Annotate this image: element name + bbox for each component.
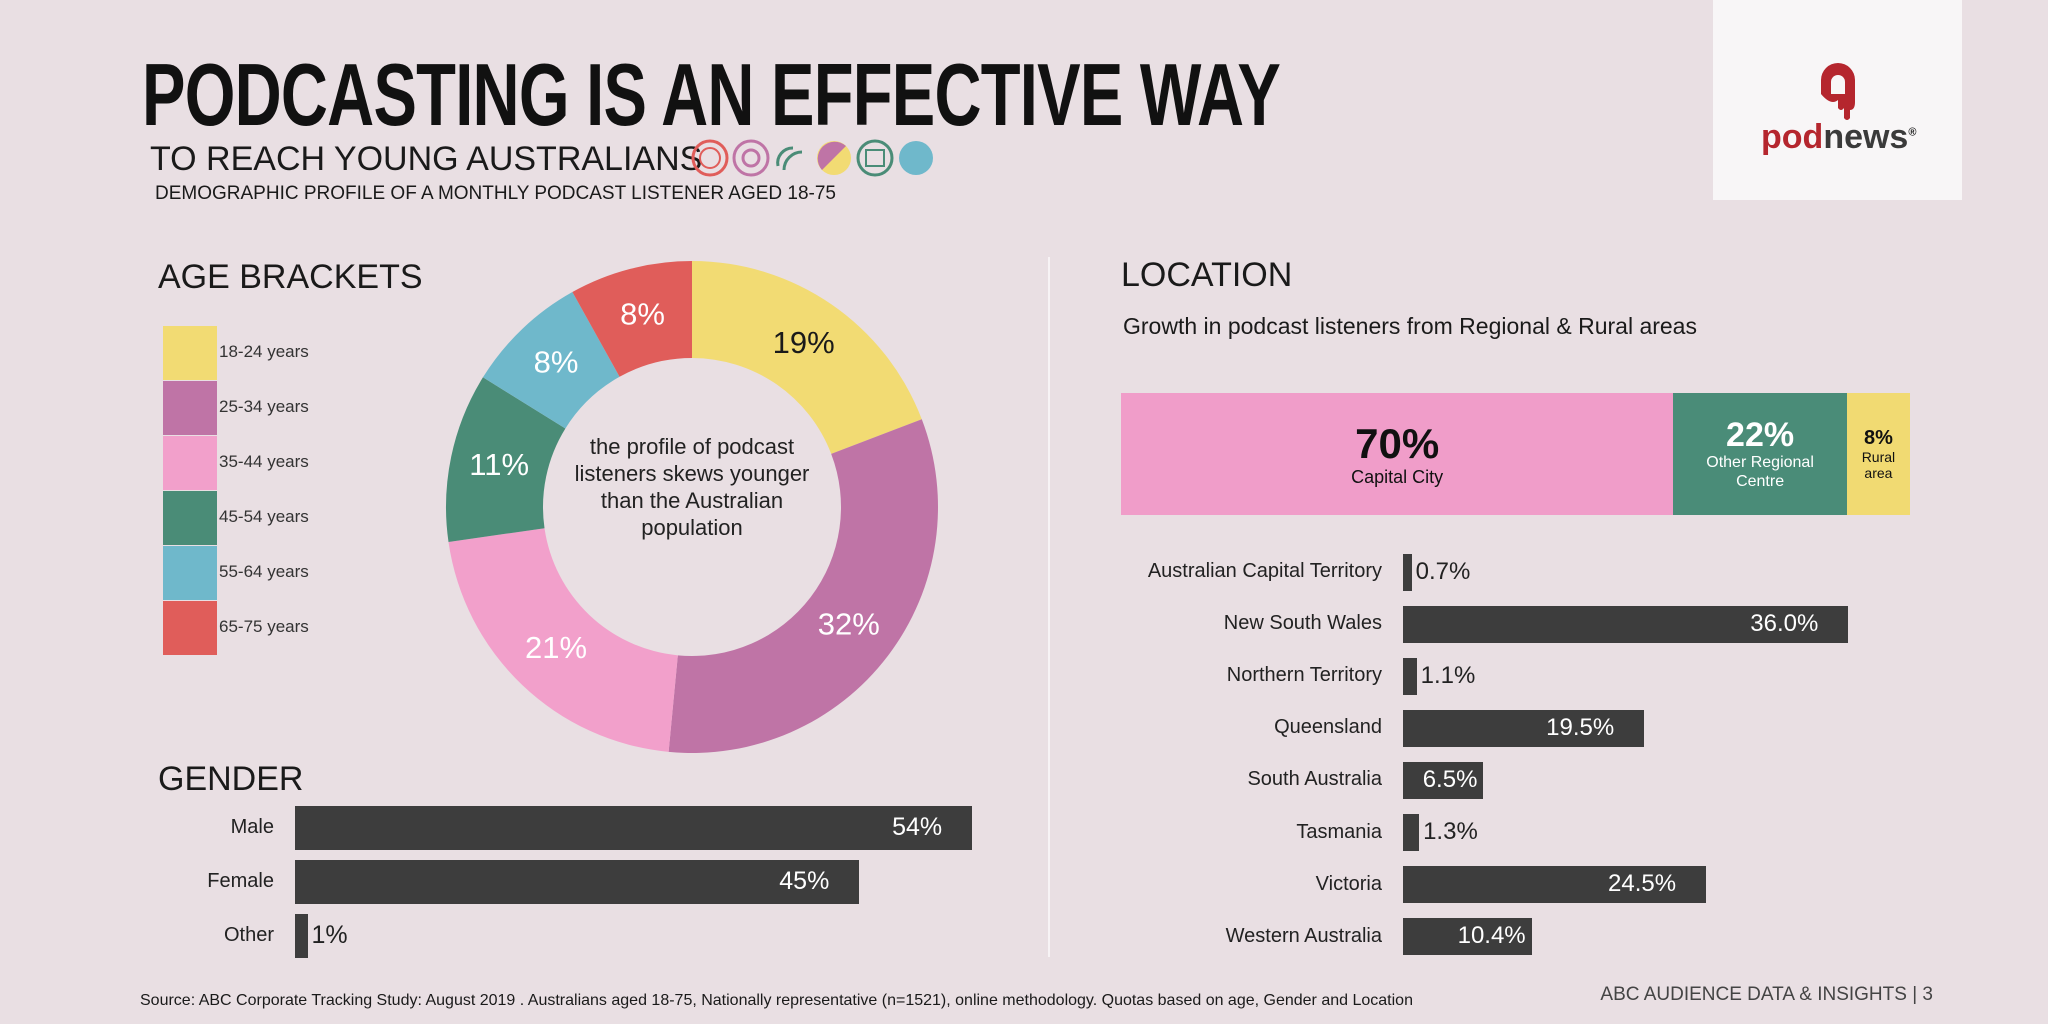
value-label: 54% (892, 813, 943, 841)
value-label: 1.3% (1423, 818, 1478, 846)
slice-label: 19% (773, 325, 835, 360)
section-title: GENDER (158, 760, 304, 798)
category-label: Female (207, 870, 274, 892)
donut-slice (572, 261, 692, 377)
legend-label: 35-44 years (219, 452, 309, 471)
bar (295, 860, 860, 904)
legend-label: 55-64 years (219, 562, 309, 581)
divider (1048, 257, 1050, 957)
bar (295, 806, 973, 850)
bar (295, 914, 308, 958)
legend-label: 65-75 years (219, 617, 309, 636)
category-label: Australian Capital Territory (1147, 560, 1382, 582)
value-label: 1.1% (1420, 661, 1476, 689)
subtitle: TO REACH YOUNG AUSTRALIANS (150, 140, 703, 178)
donut-chart: 19% 32% 21% 11% 8% 8% (446, 261, 938, 753)
value-label: 6.5% (1422, 766, 1478, 793)
segment-label: Capital City (1351, 466, 1444, 487)
value-label: 45% (779, 867, 830, 895)
icons (691, 139, 933, 177)
bar (1403, 866, 1707, 904)
stacked-segment: 70% Capital City (1121, 393, 1674, 515)
logo: podnews® (1713, 0, 1962, 200)
donut-slice (482, 292, 620, 429)
value-label: 0.7% (1415, 557, 1471, 585)
bar (1403, 814, 1420, 851)
section-title: LOCATION (1121, 256, 1293, 294)
slice-label: 21% (525, 630, 587, 665)
legend-swatch (163, 601, 217, 655)
slice-label: 8% (620, 297, 665, 332)
legend-label: 25-34 years (219, 397, 309, 416)
category-label: South Australia (1247, 768, 1382, 791)
segment-label: Other Regional Centre (1706, 454, 1814, 490)
logo-part: pod (1761, 118, 1824, 156)
donut-annotation: the profile of podcast listeners skews y… (574, 434, 810, 540)
legend-swatch (163, 491, 217, 545)
category-label: Victoria (1315, 872, 1382, 895)
donut-slice (448, 528, 678, 752)
legend-swatch (163, 381, 217, 435)
value-label: 19.5% (1546, 713, 1615, 741)
category-label: Northern Territory (1226, 664, 1382, 687)
bar (1403, 605, 1849, 643)
category-label: Queensland (1274, 716, 1382, 739)
legend-swatch (163, 546, 217, 600)
donut-slice (692, 261, 922, 454)
category-label: Western Australia (1225, 924, 1382, 947)
stacked-segment: 22% Other Regional Centre (1673, 393, 1847, 515)
bar (1403, 761, 1484, 799)
bar (1403, 709, 1645, 747)
logo-text: podnews® (1761, 118, 1916, 157)
value-label: 36.0% (1750, 609, 1819, 637)
legend-swatch (163, 326, 217, 380)
legend-swatch (163, 436, 217, 490)
logo-mark: ® (1908, 126, 1917, 139)
section-subtitle: Growth in podcast listeners from Regiona… (1123, 313, 1697, 339)
description: DEMOGRAPHIC PROFILE OF A MONTHLY PODCAST… (155, 183, 837, 204)
bar (1403, 918, 1532, 956)
donut-slice (668, 419, 938, 753)
title: PODCASTING IS AN EFFECTIVE WAY (142, 45, 1281, 144)
value-label: 1% (311, 921, 348, 949)
slice-label: 11% (469, 447, 529, 482)
segment-value: 22% (1726, 415, 1795, 454)
logo-part: news (1823, 118, 1909, 156)
page-label: ABC AUDIENCE DATA & INSIGHTS | 3 (1600, 984, 1933, 1005)
bar (1403, 553, 1412, 591)
section-title: AGE BRACKETS (158, 258, 423, 296)
slice-label: 8% (534, 345, 579, 380)
logo-icon (1821, 63, 1855, 120)
category-label: New South Wales (1223, 612, 1382, 635)
value-label: 24.5% (1608, 870, 1677, 898)
donut-slice (446, 377, 566, 543)
segment-label: Rural area (1861, 448, 1896, 481)
stacked-segment: 8% Rural area (1846, 393, 1910, 515)
legend-label: 18-24 years (219, 342, 309, 361)
segment-value: 70% (1355, 419, 1440, 467)
segment-value: 8% (1863, 426, 1893, 449)
legend-label: 45-54 years (219, 507, 309, 526)
category-label: Other (223, 924, 274, 946)
source-note: Source: ABC Corporate Tracking Study: Au… (140, 992, 1413, 1009)
value-label: 10.4% (1457, 922, 1526, 950)
slice-label: 32% (818, 606, 880, 641)
category-label: Tasmania (1296, 820, 1382, 843)
category-label: Male (230, 816, 274, 838)
bar (1403, 657, 1417, 695)
